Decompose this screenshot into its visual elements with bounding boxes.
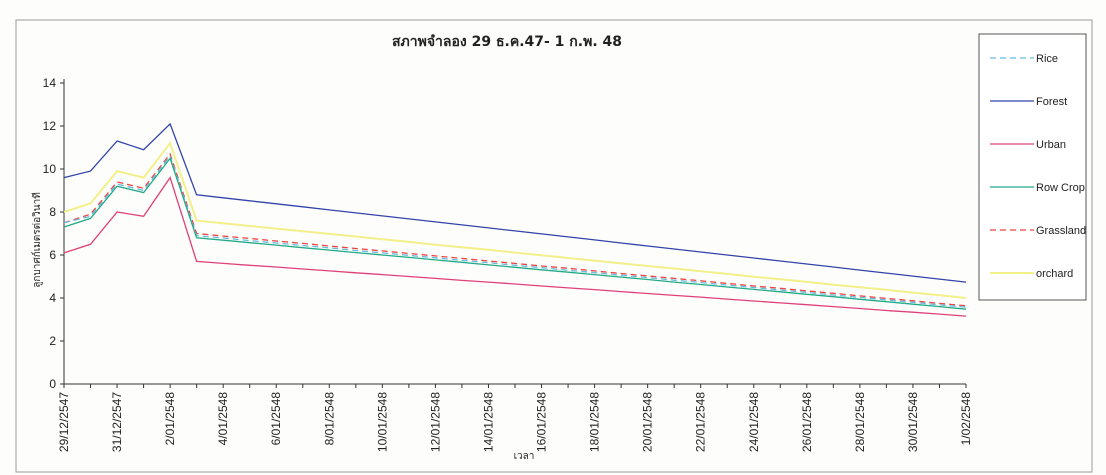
x-tick-label: 12/01/2548 (428, 392, 442, 452)
x-tick-label: 24/01/2548 (747, 392, 761, 452)
y-tick-label: 6 (49, 248, 56, 262)
series-line-orchard (63, 141, 967, 299)
legend-label: Forest (1036, 96, 1067, 108)
x-axis-label: เวลา (514, 451, 535, 462)
y-tick-label: 2 (49, 334, 56, 348)
x-tick-label: 10/01/2548 (375, 392, 389, 452)
legend-label: orchard (1036, 268, 1073, 280)
x-tick-label: 2/01/2548 (163, 392, 177, 446)
series-line-grassland (63, 152, 967, 307)
y-tick-label: 4 (49, 291, 56, 305)
x-tick-label: 29/12/2547 (57, 392, 71, 452)
chart-title: สภาพจำลอง 29 ธ.ค.47- 1 ก.พ. 48 (392, 34, 622, 50)
legend-label: Urban (1036, 139, 1066, 151)
x-tick-label: 26/01/2548 (800, 392, 814, 452)
series-line-forest (63, 122, 967, 283)
x-tick-label: 20/01/2548 (641, 392, 655, 452)
x-tick-label: 28/01/2548 (853, 392, 867, 452)
y-tick-label: 10 (43, 162, 57, 176)
series-line-row-crop (63, 156, 967, 310)
x-tick-label: 1/02/2548 (959, 392, 973, 446)
series-line-urban (63, 176, 967, 317)
x-tick-label: 31/12/2547 (110, 392, 124, 452)
y-tick-label: 14 (43, 76, 57, 90)
legend: Rice Forest Urban Row Crop Grassland orchard (978, 33, 1087, 301)
chart-area-border (15, 19, 1093, 473)
y-axis-label: ลูกบาศก์เมตรต่อวินาที (31, 192, 43, 288)
x-tick-label: 8/01/2548 (322, 392, 336, 446)
series-layer (63, 122, 967, 317)
legend-label: Row Crop (1036, 182, 1085, 194)
x-tick-label: 30/01/2548 (906, 392, 920, 452)
x-tick-label: 16/01/2548 (535, 392, 549, 452)
x-tick-label: 18/01/2548 (588, 392, 602, 452)
series-line-rice (63, 154, 967, 308)
x-tick-label: 4/01/2548 (216, 392, 230, 446)
y-tick-label: 12 (43, 119, 57, 133)
legend-label: Rice (1036, 53, 1058, 65)
x-tick-label: 22/01/2548 (694, 392, 708, 452)
y-tick-label: 8 (49, 205, 56, 219)
x-tick-label: 14/01/2548 (481, 392, 495, 452)
axes: 0 2 4 6 8 10 12 14 29/12/2547 31/12/2547 2/01/2548… (43, 76, 973, 452)
legend-label: Grassland (1036, 225, 1086, 237)
legend-box (978, 33, 1087, 301)
x-tick-label: 6/01/2548 (269, 392, 283, 446)
y-tick-label: 0 (49, 377, 56, 391)
